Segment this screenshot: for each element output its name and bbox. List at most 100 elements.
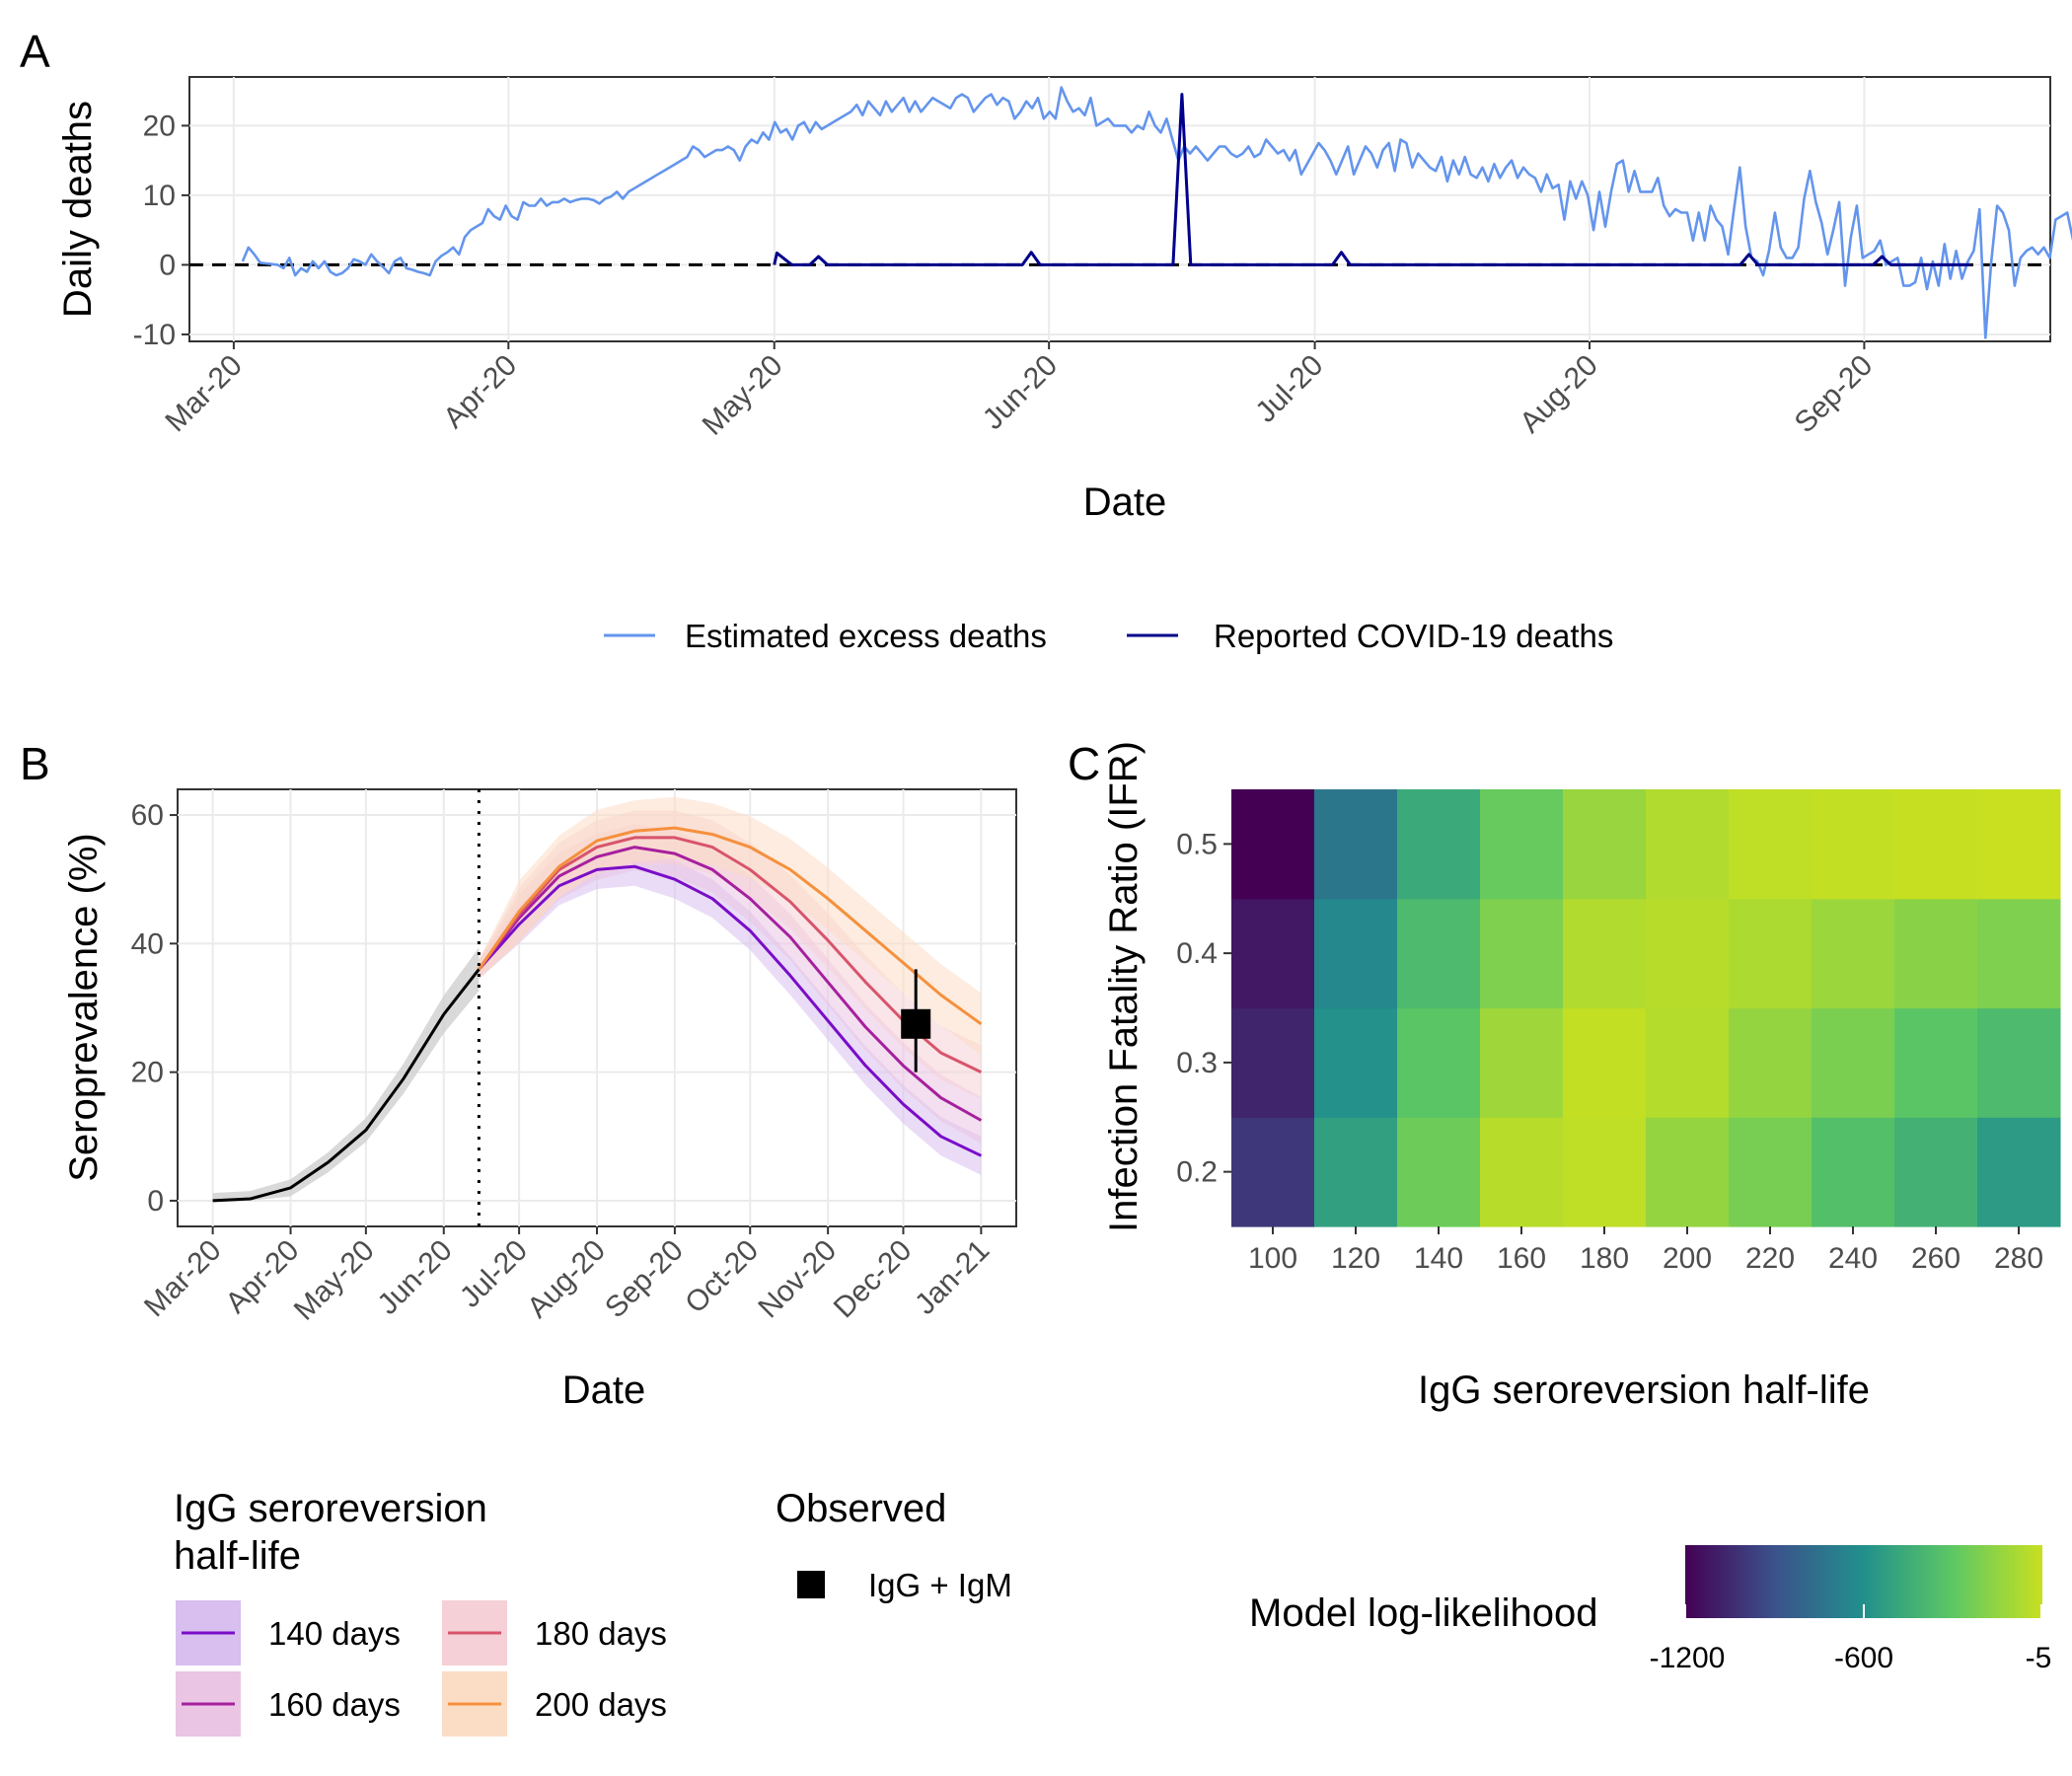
legend-b-label-140: 140 days xyxy=(268,1615,401,1652)
heatmap-cell-0.3-160 xyxy=(1480,1007,1564,1118)
panel-c-x-ticks: 100 120 140 160 180 200 220 240 260 280 xyxy=(1248,1226,2043,1275)
legend-b-observed-title: Observed xyxy=(776,1487,946,1530)
heatmap-cell-0.2-280 xyxy=(1977,1117,2061,1227)
panel-a-x-title: Date xyxy=(1083,481,1167,524)
panel-a: A -10 0 10 20 Mar-20 Apr-20 May-20 Jun-20 Jul-2… xyxy=(20,26,2072,524)
heatmap-cell-0.2-240 xyxy=(1812,1117,1895,1227)
heatmap-cell-0.3-140 xyxy=(1397,1007,1481,1118)
heatmap-cell-0.5-100 xyxy=(1231,789,1315,900)
b-band-160-days xyxy=(479,824,982,1144)
b-line-140-days xyxy=(478,864,983,1157)
a-ytick-label-2: 10 xyxy=(143,180,176,212)
c-xtick-label-2: 140 xyxy=(1414,1242,1463,1275)
heatmap-cell-0.2-260 xyxy=(1894,1117,1978,1227)
panel-b-x-ticks: Mar-20Apr-20May-20Jun-20Jul-20Aug-20Sep-… xyxy=(138,1226,996,1327)
a-xtick-label-2: May-20 xyxy=(697,349,789,442)
panel-c-y-ticks: 0.2 0.3 0.4 0.5 xyxy=(1176,828,1231,1189)
heatmap-cell-0.5-120 xyxy=(1314,789,1398,900)
panel-c-y-title: Infection Fatality Ratio (IFR) xyxy=(1102,741,1146,1232)
a-xtick-label-6: Sep-20 xyxy=(1789,349,1880,440)
panel-b: B 0 20 40 60 Mar-20Apr-20May-20Jun-20Jul-20… xyxy=(20,738,1017,1412)
series-excess-deaths xyxy=(241,86,2072,339)
a-ytick-label-0: -10 xyxy=(133,319,176,351)
b-xtick-label-5: Aug-20 xyxy=(521,1234,612,1325)
heatmap-cell-0.4-200 xyxy=(1646,898,1730,1009)
a-xtick-label-4: Jul-20 xyxy=(1249,349,1329,429)
panel-c: C 0.2 0.3 0.4 0.5 100 120 140 160 180 200 220 240 2… xyxy=(1068,738,2061,1412)
legend-b-observed-marker xyxy=(797,1571,825,1598)
b-ytick-label-0: 0 xyxy=(147,1185,164,1218)
heatmap-cell-0.5-160 xyxy=(1480,789,1564,900)
c-xtick-label-7: 240 xyxy=(1828,1242,1878,1275)
panel-c-tag: C xyxy=(1068,738,1100,789)
heatmap-cell-0.3-200 xyxy=(1646,1007,1730,1118)
legend-b-title-line1: IgG seroreversion xyxy=(174,1487,487,1530)
b-xtick-label-8: Nov-20 xyxy=(752,1234,843,1325)
b-xtick-label-7: Oct-20 xyxy=(679,1234,765,1320)
heatmap-cell-0.5-140 xyxy=(1397,789,1481,900)
heatmap-cell-0.5-240 xyxy=(1812,789,1895,900)
heatmap-cell-0.2-120 xyxy=(1314,1117,1398,1227)
c-xtick-label-4: 180 xyxy=(1580,1242,1629,1275)
panel-c-heatmap xyxy=(1231,789,2061,1227)
b-fitted-line xyxy=(212,968,481,1203)
heatmap-cell-0.4-280 xyxy=(1977,898,2061,1009)
c-ytick-label-3: 0.5 xyxy=(1176,828,1218,860)
c-xtick-label-1: 120 xyxy=(1331,1242,1380,1275)
b-ytick-label-1: 20 xyxy=(131,1057,164,1089)
panel-b-x-title: Date xyxy=(562,1369,646,1412)
a-xtick-label-1: Apr-20 xyxy=(437,349,523,435)
legend-b-item-160: 160 days xyxy=(176,1671,401,1737)
legend-b-label-160: 160 days xyxy=(268,1686,401,1723)
legend-c-tick-label-mid: -600 xyxy=(1834,1642,1893,1674)
panel-a-x-ticks: Mar-20 Apr-20 May-20 Jun-20 Jul-20 Aug-20 Sep-… xyxy=(159,341,1879,442)
heatmap-cell-0.5-280 xyxy=(1977,789,2061,900)
heatmap-cell-0.5-180 xyxy=(1563,789,1647,900)
a-xtick-label-3: Jun-20 xyxy=(977,349,1064,436)
heatmap-cell-0.4-220 xyxy=(1729,898,1813,1009)
heatmap-cell-0.2-140 xyxy=(1397,1117,1481,1227)
heatmap-cell-0.5-260 xyxy=(1894,789,1978,900)
panel-a-series xyxy=(241,86,2072,339)
heatmap-cell-0.3-120 xyxy=(1314,1007,1398,1118)
legend-b-title-line2: half-life xyxy=(174,1534,301,1578)
panel-b-series xyxy=(212,789,983,1226)
b-line-160-days xyxy=(478,846,983,1122)
legend-b-label-200: 200 days xyxy=(535,1686,667,1723)
b-xtick-label-3: Jun-20 xyxy=(372,1234,459,1321)
b-line-180-days xyxy=(478,836,983,1073)
heatmap-cell-0.3-220 xyxy=(1729,1007,1813,1118)
legend-a-excess-label: Estimated excess deaths xyxy=(685,618,1047,654)
heatmap-cell-0.3-100 xyxy=(1231,1007,1315,1118)
b-xtick-label-10: Jan-21 xyxy=(909,1234,996,1321)
legend-a: Estimated excess deaths Reported COVID-1… xyxy=(604,618,1613,654)
b-observed-point xyxy=(901,1008,931,1039)
heatmap-cell-0.3-280 xyxy=(1977,1007,2061,1118)
heatmap-cell-0.4-260 xyxy=(1894,898,1978,1009)
c-ytick-label-2: 0.4 xyxy=(1176,937,1218,970)
a-xtick-label-0: Mar-20 xyxy=(159,349,249,439)
b-xtick-label-9: Dec-20 xyxy=(828,1234,919,1325)
heatmap-cell-0.2-180 xyxy=(1563,1117,1647,1227)
heatmap-cell-0.2-200 xyxy=(1646,1117,1730,1227)
legend-c-tick-label-max: -5 xyxy=(2026,1642,2052,1674)
heatmap-cell-0.5-200 xyxy=(1646,789,1730,900)
panel-a-frame xyxy=(188,76,2051,342)
legend-b-item-140: 140 days xyxy=(176,1600,401,1665)
heatmap-cell-0.2-100 xyxy=(1231,1117,1315,1227)
panel-b-y-title: Seroprevalence (%) xyxy=(62,833,106,1182)
b-xtick-label-0: Mar-20 xyxy=(138,1234,228,1324)
legend-c-title: Model log-likelihood xyxy=(1249,1591,1598,1635)
legend-a-reported-label: Reported COVID-19 deaths xyxy=(1214,618,1613,654)
heatmap-cell-0.4-140 xyxy=(1397,898,1481,1009)
heatmap-cell-0.3-260 xyxy=(1894,1007,1978,1118)
b-line-200-days xyxy=(478,826,983,1026)
legend-b-label-180: 180 days xyxy=(535,1615,667,1652)
b-band-200-days xyxy=(479,796,982,1056)
heatmap-cell-0.4-120 xyxy=(1314,898,1398,1009)
heatmap-cell-0.4-180 xyxy=(1563,898,1647,1009)
panel-a-tag: A xyxy=(20,26,50,77)
panel-b-y-ticks: 0 20 40 60 xyxy=(131,799,178,1218)
b-xtick-label-2: May-20 xyxy=(288,1234,381,1327)
